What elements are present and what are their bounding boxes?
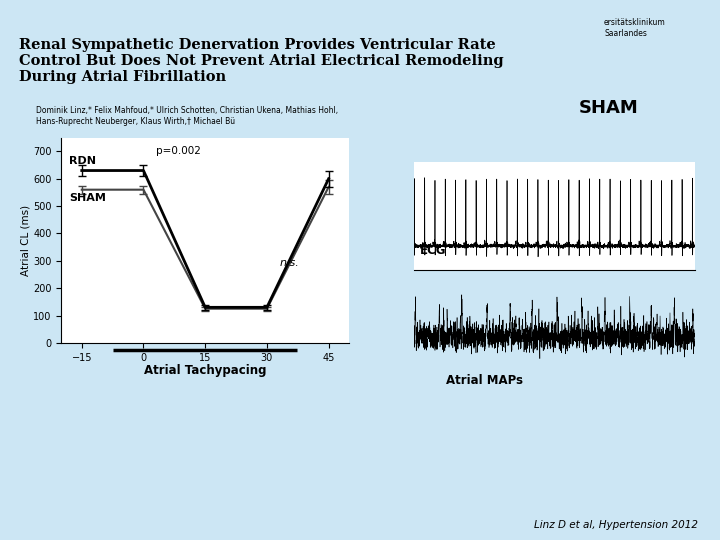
Y-axis label: Atrial CL (ms): Atrial CL (ms) [20, 205, 30, 276]
Text: Linz D et al, Hypertension 2012: Linz D et al, Hypertension 2012 [534, 520, 698, 530]
Text: RDN: RDN [69, 156, 96, 166]
Text: ECG: ECG [420, 244, 446, 257]
Text: p=0.002: p=0.002 [156, 146, 201, 156]
Text: n.s.: n.s. [279, 258, 299, 268]
Text: Renal Sympathetic Denervation Provides Ventricular Rate
Control But Does Not Pre: Renal Sympathetic Denervation Provides V… [19, 38, 503, 84]
Text: SHAM: SHAM [69, 193, 107, 202]
Text: SHAM: SHAM [579, 99, 638, 117]
Text: Atrial Tachypacing: Atrial Tachypacing [144, 364, 266, 377]
Text: Atrial MAPs: Atrial MAPs [446, 374, 523, 387]
Text: ersitätsklinikum
Saarlandes: ersitätsklinikum Saarlandes [604, 18, 666, 38]
Text: Dominik Linz,* Felix Mahfoud,* Ulrich Schotten, Christian Ukena, Mathias Hohl,
H: Dominik Linz,* Felix Mahfoud,* Ulrich Sc… [37, 106, 338, 126]
